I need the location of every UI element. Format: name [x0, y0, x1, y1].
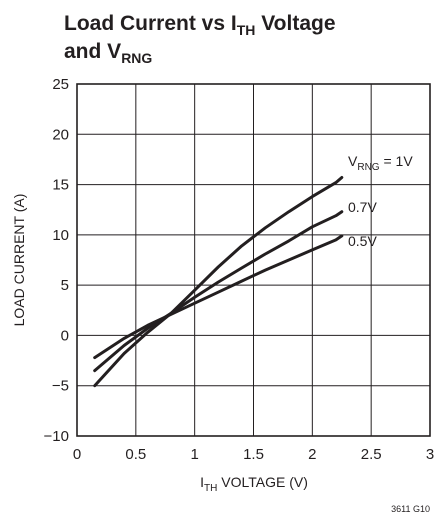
- chart-title-line2: and VRNG: [64, 40, 152, 66]
- y-tick-label: 0: [61, 327, 69, 344]
- x-tick-label: 1.5: [243, 446, 264, 463]
- y-tick-labels: −10 −5 0 5 10 15 20 25: [44, 76, 69, 445]
- y-tick-label: 25: [52, 76, 69, 93]
- y-tick-label: −5: [52, 378, 69, 395]
- y-axis-label: LOAD CURRENT (A): [11, 194, 27, 327]
- series-line-2: [93, 234, 344, 360]
- series-label-0.7v: 0.7V: [348, 199, 377, 215]
- y-tick-label: 20: [52, 126, 69, 143]
- x-tick-label: 2.5: [361, 446, 382, 463]
- y-tick-label: −10: [44, 428, 69, 445]
- series-lines: [93, 176, 344, 388]
- series-label-0.5v: 0.5V: [348, 233, 377, 249]
- y-tick-label: 10: [52, 227, 69, 244]
- x-tick-label: 0: [73, 446, 81, 463]
- x-tick-label: 3: [426, 446, 434, 463]
- chart-title-line1: Load Current vs ITH Voltage: [64, 12, 336, 38]
- x-tick-label: 2: [308, 446, 316, 463]
- figure-footnote: 3611 G10: [391, 504, 430, 514]
- x-tick-labels: 0 0.5 1 1.5 2 2.5 3: [73, 446, 434, 463]
- x-axis-label: ITH VOLTAGE (V): [200, 474, 308, 494]
- y-tick-label: 15: [52, 177, 69, 194]
- plot-frame: [76, 83, 431, 437]
- series-line-0: [93, 176, 344, 388]
- y-tick-label: 5: [61, 277, 69, 294]
- x-tick-label: 1: [190, 446, 198, 463]
- series-label-1v: VRNG = 1V: [348, 153, 413, 173]
- series-line-1: [93, 210, 344, 373]
- x-tick-label: 0.5: [125, 446, 146, 463]
